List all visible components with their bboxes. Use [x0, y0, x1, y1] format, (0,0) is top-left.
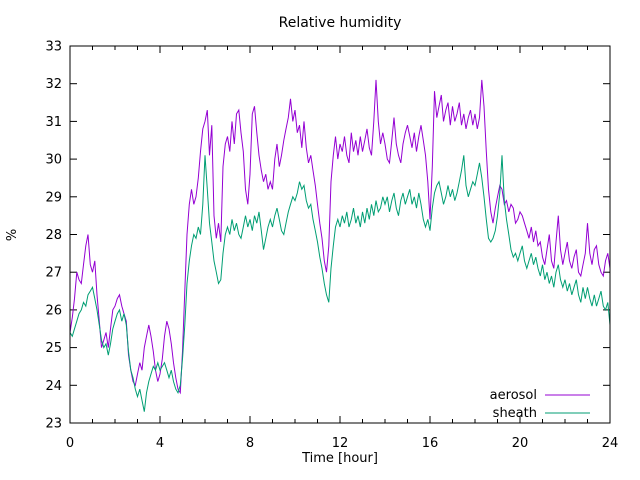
data-series-group — [69, 79, 611, 412]
plot-border — [69, 45, 611, 424]
series-line-aerosol — [69, 79, 611, 395]
y-tick-label: 25 — [45, 341, 62, 356]
y-tick-label: 33 — [45, 40, 62, 55]
legend-label-sheath: sheath — [493, 406, 537, 421]
axis-ticks — [69, 45, 611, 424]
x-tick-label: 12 — [332, 436, 349, 451]
x-tick-label: 8 — [246, 436, 254, 451]
y-tick-label: 31 — [45, 115, 62, 130]
x-tick-label: 4 — [156, 436, 164, 451]
y-tick-label: 29 — [45, 190, 62, 205]
y-tick-label: 23 — [45, 417, 62, 432]
y-tick-label: 30 — [45, 153, 62, 168]
axis-tick-labels: 0 4 8 12 16 20 24 23 24 25 26 27 28 29 30 31 32 33 — [45, 40, 618, 452]
y-tick-label: 26 — [45, 303, 62, 318]
y-tick-label: 24 — [45, 379, 62, 394]
y-tick-label: 27 — [45, 266, 62, 281]
x-tick-label: 16 — [422, 436, 439, 451]
y-tick-label: 28 — [45, 228, 62, 243]
x-axis-label: Time [hour] — [301, 451, 378, 466]
x-tick-label: 24 — [602, 436, 619, 451]
legend: aerosol sheath — [490, 388, 590, 421]
series-line-sheath — [69, 155, 611, 412]
y-tick-label: 32 — [45, 77, 62, 92]
y-axis-label: % — [5, 229, 20, 241]
legend-label-aerosol: aerosol — [490, 388, 537, 403]
chart-title: Relative humidity — [279, 15, 402, 31]
x-tick-label: 0 — [66, 436, 74, 451]
x-tick-label: 20 — [512, 436, 529, 451]
